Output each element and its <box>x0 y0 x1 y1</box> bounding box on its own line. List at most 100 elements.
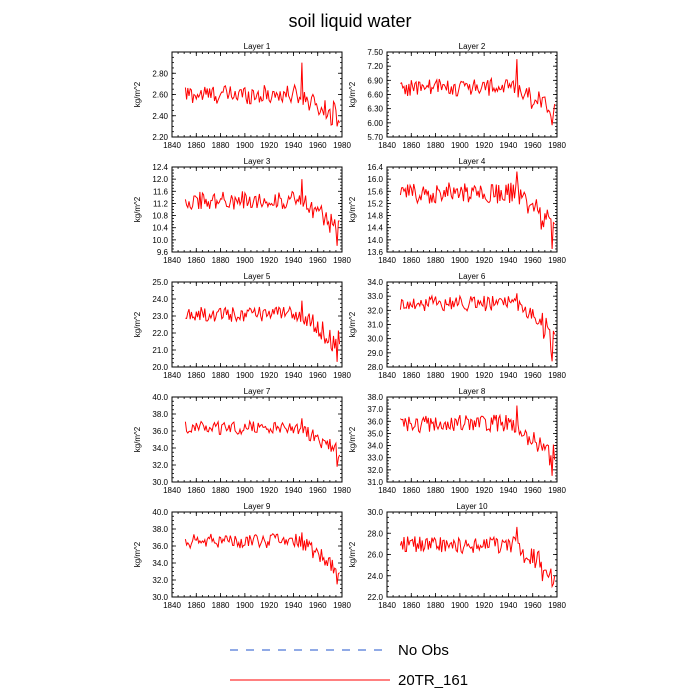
x-tick-label: 1880 <box>212 601 230 610</box>
figure-title: soil liquid water <box>288 11 411 31</box>
x-tick-label: 1980 <box>548 371 566 380</box>
y-tick-label: 14.4 <box>367 224 383 233</box>
x-tick-label: 1960 <box>524 256 542 265</box>
panel-title: Layer 5 <box>244 272 271 281</box>
x-tick-label: 1960 <box>309 141 327 150</box>
x-tick-label: 1900 <box>236 141 254 150</box>
x-tick-label: 1940 <box>285 486 303 495</box>
x-tick-label: 1960 <box>524 486 542 495</box>
y-tick-label: 37.0 <box>367 405 383 414</box>
x-tick-label: 1900 <box>451 371 469 380</box>
x-tick-label: 1900 <box>236 371 254 380</box>
x-tick-label: 1940 <box>285 601 303 610</box>
legend: No Obs 20TR_161 <box>230 642 468 689</box>
x-tick-label: 1900 <box>451 486 469 495</box>
x-tick-label: 1860 <box>187 256 205 265</box>
y-tick-label: 38.0 <box>152 410 168 419</box>
panel-title: Layer 3 <box>244 157 271 166</box>
y-tick-label: 24.0 <box>152 295 168 304</box>
panel-layer-4: Layer 4 kg/m^2 1840 1860 1880 1900 1920 1940 196… <box>348 157 566 265</box>
x-tick-label: 1840 <box>163 256 181 265</box>
x-tick-label: 1860 <box>402 371 420 380</box>
y-tick-label: 2.40 <box>152 112 168 121</box>
x-tick-label: 1920 <box>475 601 493 610</box>
y-tick-label: 2.80 <box>152 69 168 78</box>
x-tick-label: 1880 <box>427 371 445 380</box>
y-tick-label: 32.0 <box>367 306 383 315</box>
x-tick-label: 1960 <box>309 371 327 380</box>
x-tick-label: 1860 <box>187 486 205 495</box>
y-tick-label: 2.60 <box>152 91 168 100</box>
x-tick-label: 1840 <box>163 486 181 495</box>
y-tick-label: 12.0 <box>152 175 168 184</box>
y-axis-label: kg/m^2 <box>348 311 357 337</box>
x-tick-label: 1940 <box>285 371 303 380</box>
series-line-20tr-161 <box>184 179 340 246</box>
x-tick-label: 1900 <box>451 601 469 610</box>
panel-layer-8: Layer 8 kg/m^2 1840 1860 1880 1900 1920 1940 196… <box>348 387 566 495</box>
x-tick-label: 1940 <box>500 141 518 150</box>
x-tick-label: 1940 <box>500 256 518 265</box>
panels-group: Layer 1 kg/m^2 1840 1860 1880 1900 1920 1940 196… <box>133 42 566 610</box>
x-tick-label: 1860 <box>187 601 205 610</box>
y-tick-label: 32.0 <box>152 576 168 585</box>
x-tick-label: 1880 <box>212 371 230 380</box>
x-tick-label: 1860 <box>402 141 420 150</box>
y-tick-label: 25.0 <box>152 278 168 287</box>
x-tick-label: 1980 <box>333 601 351 610</box>
y-tick-label: 5.70 <box>367 133 383 142</box>
y-tick-label: 10.0 <box>152 236 168 245</box>
panel-layer-9: Layer 9 kg/m^2 1840 1860 1880 1900 1920 1940 196… <box>133 502 351 610</box>
x-tick-label: 1900 <box>451 141 469 150</box>
x-tick-label: 1880 <box>427 141 445 150</box>
series-line-20tr-161 <box>399 171 555 250</box>
y-tick-label: 34.0 <box>152 559 168 568</box>
y-tick-label: 32.0 <box>152 461 168 470</box>
y-tick-label: 31.0 <box>367 321 383 330</box>
series-line-20tr-161 <box>184 62 341 127</box>
panel-layer-2: Layer 2 kg/m^2 1840 1860 1880 1900 1920 1940 196… <box>348 42 566 150</box>
y-tick-label: 30.0 <box>367 508 383 517</box>
x-tick-label: 1880 <box>427 486 445 495</box>
plot-frame <box>386 51 558 138</box>
x-tick-label: 1860 <box>402 256 420 265</box>
x-tick-label: 1900 <box>236 486 254 495</box>
legend-label-no-obs: No Obs <box>398 642 449 659</box>
x-tick-label: 1980 <box>333 256 351 265</box>
x-tick-label: 1840 <box>163 141 181 150</box>
y-tick-label: 29.0 <box>367 349 383 358</box>
x-tick-label: 1840 <box>378 141 396 150</box>
x-tick-label: 1920 <box>475 141 493 150</box>
y-axis-label: kg/m^2 <box>348 81 357 107</box>
y-tick-label: 30.0 <box>367 335 383 344</box>
y-tick-label: 28.0 <box>367 529 383 538</box>
y-tick-label: 35.0 <box>367 429 383 438</box>
x-tick-label: 1960 <box>309 256 327 265</box>
panel-layer-10: Layer 10 kg/m^2 1840 1860 1880 1900 1920 1940 19… <box>348 502 566 610</box>
x-tick-label: 1860 <box>187 371 205 380</box>
y-tick-label: 24.0 <box>367 572 383 581</box>
y-tick-label: 30.0 <box>152 478 168 487</box>
y-tick-label: 26.0 <box>367 551 383 560</box>
panel-layer-3: Layer 3 kg/m^2 1840 1860 1880 1900 1920 1940 196… <box>133 157 351 265</box>
y-axis-label: kg/m^2 <box>133 541 142 567</box>
x-tick-label: 1940 <box>285 141 303 150</box>
series-line-20tr-161 <box>400 59 556 126</box>
x-tick-label: 1920 <box>260 486 278 495</box>
x-tick-label: 1840 <box>378 371 396 380</box>
y-tick-label: 15.2 <box>367 199 383 208</box>
legend-label-20tr-161: 20TR_161 <box>398 672 468 689</box>
y-axis-label: kg/m^2 <box>133 311 142 337</box>
y-tick-label: 6.30 <box>367 105 383 114</box>
x-tick-label: 1940 <box>500 601 518 610</box>
y-axis-label: kg/m^2 <box>133 196 142 222</box>
x-tick-label: 1880 <box>427 601 445 610</box>
panel-layer-6: Layer 6 kg/m^2 1840 1860 1880 1900 1920 1940 196… <box>348 272 566 380</box>
y-tick-label: 6.00 <box>367 119 383 128</box>
y-tick-label: 13.6 <box>367 248 383 257</box>
x-tick-label: 1880 <box>212 256 230 265</box>
y-tick-label: 20.0 <box>152 363 168 372</box>
x-tick-label: 1980 <box>333 486 351 495</box>
panel-title: Layer 4 <box>459 157 486 166</box>
y-axis-label: kg/m^2 <box>133 426 142 452</box>
